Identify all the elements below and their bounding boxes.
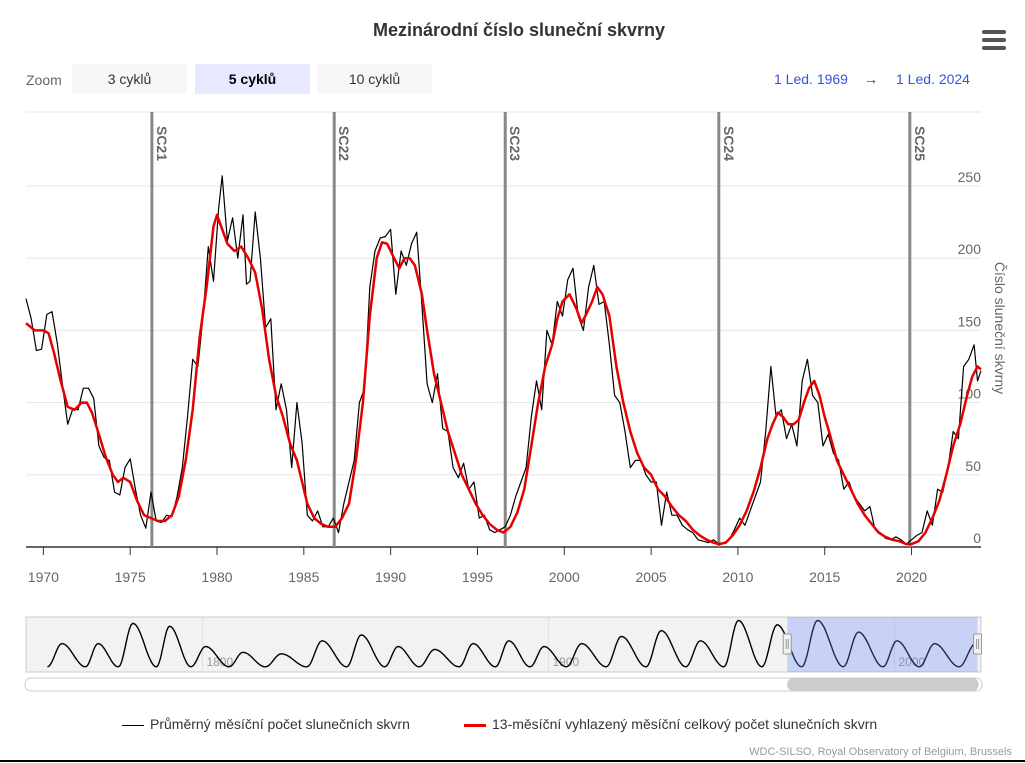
series-line-monthly	[25, 175, 982, 545]
cycle-label-sc21: SC21	[154, 126, 170, 161]
navigator-background	[25, 616, 982, 673]
cycle-label-sc25: SC25	[912, 126, 928, 161]
y-tick-label-200: 200	[958, 241, 982, 257]
legend-label-monthly: Průměrný měsíční počet slunečních skvrn	[150, 716, 410, 732]
x-tick-label-2015: 2015	[809, 569, 840, 585]
x-tick-label-2005: 2005	[636, 569, 667, 585]
navigator-handle-box	[973, 633, 983, 655]
x-tick-label-1995: 1995	[462, 569, 493, 585]
cycle-label-sc23: SC23	[507, 126, 523, 161]
zoom-label: Zoom	[26, 72, 62, 88]
x-tick-label-2020: 2020	[896, 569, 927, 585]
menu-icon[interactable]	[980, 30, 1010, 54]
zoom-10-cycles-button[interactable]: 10 cyklů	[317, 64, 432, 94]
bottom-border	[0, 760, 1025, 762]
navigator-handle-left[interactable]	[782, 633, 792, 655]
cycle-label-sc24: SC24	[721, 126, 737, 161]
x-tick-label-1970: 1970	[28, 569, 59, 585]
legend-label-smoothed: 13-měsíční vyhlazený měsíční celkový poč…	[492, 716, 878, 732]
legend-line-monthly	[122, 724, 144, 726]
navigator-tick-label-2000: 2000	[898, 655, 925, 669]
navigator-handle-right[interactable]	[973, 633, 983, 655]
y-tick-label-250: 250	[958, 169, 982, 185]
y-tick-label-0: 0	[973, 530, 981, 546]
scrollbar-thumb[interactable]	[787, 678, 979, 691]
x-tick-label-1975: 1975	[115, 569, 146, 585]
y-axis-title: Číslo sluneční skvrny	[992, 261, 1008, 395]
range-arrow: →	[864, 71, 878, 87]
x-tick-label-2000: 2000	[549, 569, 580, 585]
legend-line-smoothed	[464, 723, 486, 727]
x-tick-label-1990: 1990	[375, 569, 406, 585]
navigator-handle-box	[782, 633, 792, 655]
legend-item-smoothed[interactable]: 13-měsíční vyhlazený měsíční celkový poč…	[464, 716, 877, 732]
y-tick-label-150: 150	[958, 313, 982, 329]
chart-title: Mezinárodní číslo sluneční skvrny	[372, 20, 666, 40]
series-line-smoothed	[25, 213, 982, 546]
x-tick-label-2010: 2010	[722, 569, 753, 585]
y-tick-label-50: 50	[965, 458, 981, 474]
navigator-selection	[787, 617, 978, 672]
range-to-input[interactable]: 1 Led. 2024	[896, 71, 970, 87]
range-from-input[interactable]: 1 Led. 1969	[774, 71, 848, 87]
scrollbar-track[interactable]	[24, 677, 983, 692]
zoom-5-cycles-button[interactable]: 5 cyklů	[195, 64, 310, 94]
credits[interactable]: WDC-SILSO, Royal Observatory of Belgium,…	[749, 746, 1012, 758]
x-tick-label-1980: 1980	[201, 569, 232, 585]
zoom-3-cycles-button[interactable]: 3 cyklů	[72, 64, 187, 94]
cycle-label-sc22: SC22	[336, 126, 352, 161]
x-tick-label-1985: 1985	[288, 569, 319, 585]
navigator-tick-label-1800: 1800	[206, 655, 233, 669]
legend-item-monthly[interactable]: Průměrný měsíční počet slunečních skvrn	[122, 716, 410, 732]
y-tick-label-100: 100	[958, 386, 982, 402]
navigator-series-line	[47, 619, 980, 668]
